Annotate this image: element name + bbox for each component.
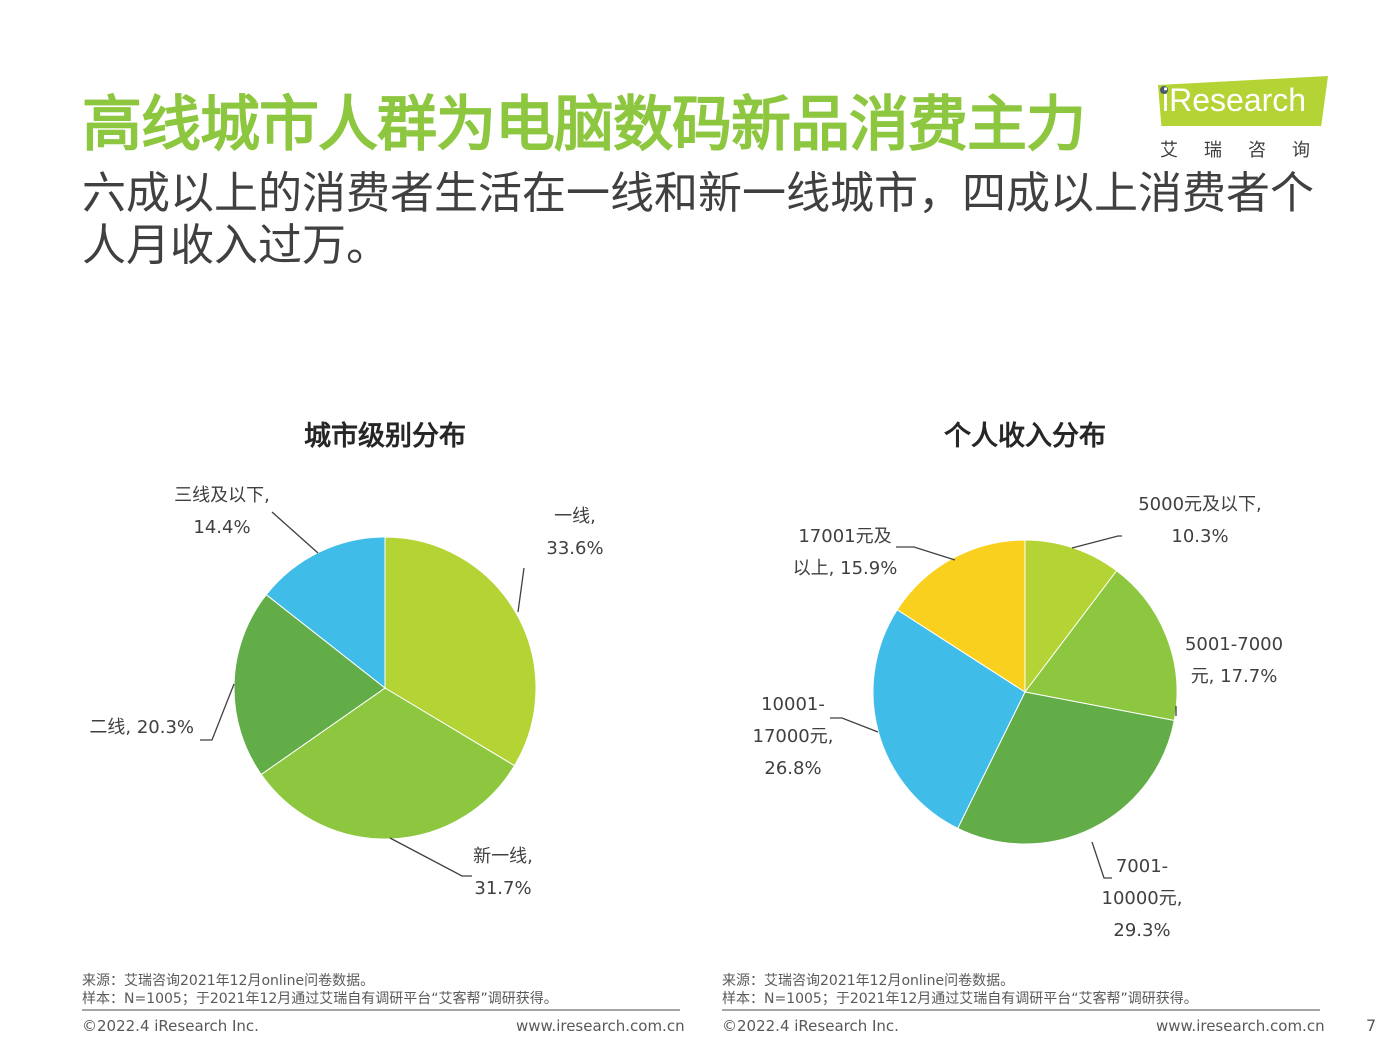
footer-divider-left bbox=[82, 1009, 680, 1011]
leader-line-1-2 bbox=[1091, 841, 1112, 879]
leader-line-1-4 bbox=[896, 546, 956, 561]
pie-slice-0-2 bbox=[233, 593, 386, 776]
page-number: 7 bbox=[1366, 1016, 1377, 1035]
source-line1: 来源：艾瑞咨询2021年12月online问卷数据。 bbox=[722, 973, 1015, 989]
leader-line-0-2 bbox=[200, 683, 235, 741]
website-right: www.iresearch.com.cn bbox=[1156, 1017, 1325, 1035]
copyright-right: ©2022.4 iResearch Inc. bbox=[722, 1017, 899, 1035]
logo-banner bbox=[1158, 76, 1328, 126]
data-label-1-1: 5001-7000 元, 17.7% bbox=[1185, 634, 1283, 687]
pie-slice-0-1 bbox=[260, 687, 516, 840]
data-label-1-2: 7001-10000元, 29.3% bbox=[1102, 856, 1183, 941]
source-note-right: 来源：艾瑞咨询2021年12月online问卷数据。 样本：N=1005；于20… bbox=[722, 972, 1198, 1008]
data-label-1-3: 10001-17000元, 26.8% bbox=[753, 694, 834, 779]
pie-slice-1-2 bbox=[957, 691, 1175, 845]
footer-divider-right bbox=[722, 1009, 1320, 1011]
data-label-1-0: 5000元及以下, 10.3% bbox=[1138, 494, 1262, 547]
copyright-left: ©2022.4 iResearch Inc. bbox=[82, 1017, 259, 1035]
pie-slice-1-1 bbox=[1024, 570, 1178, 722]
pie-income: 5000元及以下, 10.3% 5001-7000 元, 17.7% 7001-1000… bbox=[753, 494, 1284, 941]
leader-line-1-0 bbox=[1071, 535, 1122, 549]
source-line2: 样本：N=1005；于2021年12月通过艾瑞自有调研平台“艾客帮”调研获得。 bbox=[82, 991, 558, 1007]
website-left: www.iresearch.com.cn bbox=[516, 1017, 685, 1035]
leader-line-0-1 bbox=[389, 837, 472, 877]
source-line2: 样本：N=1005；于2021年12月通过艾瑞自有调研平台“艾客帮”调研获得。 bbox=[722, 991, 1198, 1007]
page-subtitle: 六成以上的消费者生活在一线和新一线城市，四成以上消费者个人月收入过万。 bbox=[82, 168, 1314, 271]
pie-slice-0-3 bbox=[265, 536, 386, 690]
source-note-left: 来源：艾瑞咨询2021年12月online问卷数据。 样本：N=1005；于20… bbox=[82, 972, 558, 1008]
leader-line-0-3 bbox=[271, 511, 319, 554]
source-line1: 来源：艾瑞咨询2021年12月online问卷数据。 bbox=[82, 973, 375, 989]
logo-dot-icon bbox=[1160, 86, 1168, 94]
data-label-0-2: 二线, 20.3% bbox=[89, 717, 194, 738]
data-label-0-3: 三线及以下, 14.4% bbox=[174, 485, 270, 538]
pie-slice-1-3 bbox=[872, 609, 1026, 829]
chart-title-income: 个人收入分布 bbox=[944, 421, 1106, 452]
page-title: 高线城市人群为电脑数码新品消费主力 bbox=[82, 90, 1086, 160]
data-label-0-0: 一线, 33.6% bbox=[546, 506, 603, 559]
iresearch-logo: iResearch 艾瑞咨询 bbox=[1150, 72, 1335, 162]
chart-title-city: 城市级别分布 bbox=[304, 421, 466, 452]
pie-city-tier: 一线, 33.6% 新一线, 31.7% 二线, 20.3% 三线及以下, 14.4% bbox=[89, 485, 603, 899]
data-label-0-1: 新一线, 31.7% bbox=[473, 846, 533, 899]
data-label-1-4: 17001元及以上, 15.9% bbox=[793, 526, 898, 579]
logo-cn-text: 艾瑞咨询 bbox=[1160, 140, 1336, 161]
pie-slice-0-0 bbox=[384, 536, 537, 767]
logo-text: iResearch bbox=[1162, 82, 1307, 118]
leader-line-1-3 bbox=[830, 717, 879, 733]
leader-line-0-0 bbox=[517, 567, 525, 613]
